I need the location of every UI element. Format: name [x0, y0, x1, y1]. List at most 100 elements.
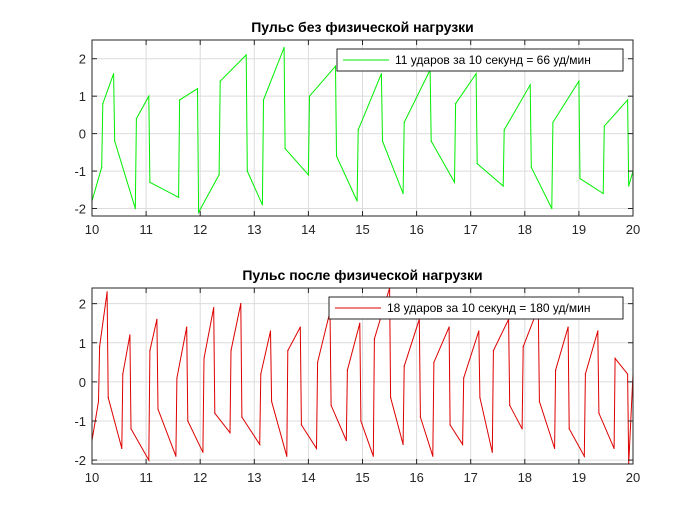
data-point — [555, 369, 557, 371]
data-point — [614, 357, 616, 359]
data-point — [492, 349, 495, 352]
data-point — [230, 349, 232, 352]
x-tick-label: 16 — [409, 222, 423, 237]
data-point — [240, 303, 242, 305]
data-point — [262, 99, 265, 101]
x-tick-label: 13 — [247, 222, 261, 237]
x-tick-label: 15 — [355, 470, 369, 485]
y-tick-label: 2 — [79, 297, 86, 312]
data-point — [283, 46, 285, 49]
x-tick-label: 20 — [626, 222, 640, 237]
data-point — [372, 455, 374, 457]
data-point — [346, 369, 348, 371]
legend-box — [328, 296, 624, 320]
data-point — [175, 455, 177, 457]
data-point — [114, 140, 116, 142]
x-tick-label: 10 — [85, 470, 99, 485]
data-point — [106, 291, 108, 293]
x-tick-label: 11 — [139, 222, 153, 237]
data-point — [202, 451, 204, 453]
data-point — [521, 428, 523, 430]
data-point — [597, 330, 599, 332]
data-point — [260, 373, 262, 375]
y-tick-label: -1 — [74, 164, 86, 179]
x-tick-label: 19 — [572, 222, 586, 237]
data-point — [475, 73, 477, 75]
data-point — [299, 326, 301, 328]
legend-box — [336, 48, 624, 72]
x-tick-label: 12 — [193, 222, 207, 237]
data-point — [102, 103, 104, 105]
data-point — [335, 155, 338, 157]
y-tick-label: -2 — [74, 202, 86, 217]
data-point — [156, 318, 158, 320]
data-point — [287, 349, 289, 352]
data-point — [356, 200, 358, 202]
y-tick-label: 0 — [79, 375, 86, 390]
data-point — [433, 361, 435, 363]
data-point — [419, 416, 421, 418]
x-tick-label: 15 — [355, 222, 369, 237]
legend-label: 11 ударов за 10 секунд = 66 уд/мин — [395, 53, 591, 67]
data-point — [218, 174, 220, 176]
data-point — [478, 330, 480, 332]
data-point — [134, 207, 136, 210]
data-point — [177, 196, 180, 198]
data-point — [461, 443, 464, 446]
data-point — [430, 140, 432, 142]
data-point — [579, 177, 581, 180]
data-point — [552, 121, 554, 123]
data-point — [598, 412, 600, 414]
data-point — [107, 396, 109, 399]
data-point — [186, 326, 188, 328]
x-tick-label: 17 — [463, 470, 477, 485]
x-tick-label: 13 — [247, 470, 261, 485]
data-point — [538, 400, 541, 403]
data-point — [403, 121, 405, 123]
data-point — [626, 99, 629, 101]
data-point — [259, 443, 261, 446]
y-tick-label: -1 — [74, 414, 86, 429]
data-point — [381, 140, 384, 142]
x-tick-label: 17 — [463, 222, 477, 237]
data-point — [219, 80, 221, 82]
data-point — [522, 346, 524, 348]
data-point — [568, 428, 570, 430]
data-point — [187, 420, 189, 422]
data-point — [551, 207, 553, 210]
x-tick-label: 11 — [139, 470, 153, 485]
data-point — [502, 185, 504, 187]
y-tick-label: -2 — [74, 453, 86, 468]
data-point — [98, 346, 101, 348]
data-point — [530, 166, 532, 168]
series-line — [91, 287, 634, 465]
data-point — [197, 211, 200, 213]
data-point — [432, 455, 434, 457]
chart-title: Пульс после физической нагрузки — [242, 267, 482, 283]
y-tick-label: 1 — [79, 89, 86, 104]
x-tick-label: 10 — [85, 222, 99, 237]
data-point — [316, 361, 319, 363]
data-point — [176, 377, 178, 379]
data-point — [307, 174, 309, 176]
data-point — [626, 373, 629, 375]
data-point — [454, 103, 457, 105]
data-point — [449, 424, 451, 426]
data-point — [529, 84, 531, 86]
data-point — [157, 408, 159, 410]
data-point — [330, 404, 332, 406]
data-point — [583, 455, 585, 457]
data-point — [453, 181, 456, 183]
data-point — [373, 338, 376, 340]
data-point — [261, 204, 264, 206]
data-point — [130, 428, 132, 430]
y-tick-label: 1 — [79, 336, 86, 351]
data-point — [578, 80, 580, 82]
data-point — [148, 459, 150, 461]
data-point — [213, 306, 215, 309]
data-point — [129, 334, 131, 336]
y-tick-label: 2 — [79, 52, 86, 67]
data-point — [179, 99, 181, 101]
